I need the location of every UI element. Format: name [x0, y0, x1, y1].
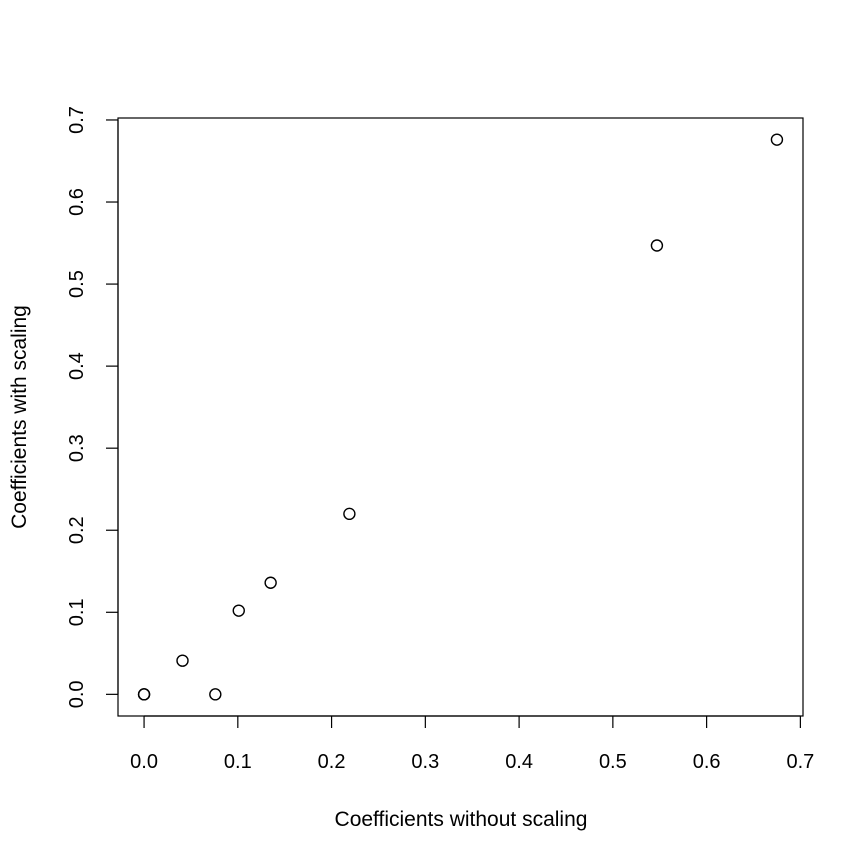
x-tick-label: 0.4: [505, 751, 533, 773]
x-tick-label: 0.5: [599, 751, 627, 773]
data-points: [137, 133, 784, 701]
y-tick-label: 0.5: [66, 270, 88, 298]
data-point: [770, 133, 784, 146]
y-axis-label: Coefficients with scaling: [8, 305, 31, 529]
x-tick-label: 0.3: [411, 751, 439, 773]
x-tick-label: 0.7: [786, 751, 814, 773]
x-tick-label: 0.6: [693, 751, 721, 773]
data-point: [232, 604, 245, 617]
x-tick-label: 0.1: [224, 751, 252, 773]
data-point: [209, 688, 222, 701]
y-tick-label: 0.4: [66, 352, 88, 380]
data-point: [343, 507, 356, 521]
data-point: [176, 654, 189, 667]
y-tick-label: 0.6: [66, 188, 88, 216]
data-point: [650, 239, 664, 252]
x-axis: 0.0 0.1 0.2 0.3 0.4 0.5 0.6 0.7: [130, 715, 814, 773]
x-tick-label: 0.0: [130, 751, 158, 773]
y-tick-label: 0.3: [66, 434, 88, 462]
x-tick-label: 0.2: [318, 751, 346, 773]
data-point: [264, 576, 277, 589]
x-axis-label: Coefficients without scaling: [335, 808, 588, 831]
y-tick-label: 0.7: [66, 106, 88, 134]
y-tick-label: 0.2: [66, 516, 88, 544]
y-axis: 0.0 0.1 0.2 0.3 0.4 0.5 0.6 0.7: [66, 106, 119, 708]
plot-area-box: [117, 117, 804, 717]
data-point: [137, 688, 151, 701]
y-tick-label: 0.0: [66, 680, 88, 708]
y-tick-label: 0.1: [66, 598, 88, 626]
